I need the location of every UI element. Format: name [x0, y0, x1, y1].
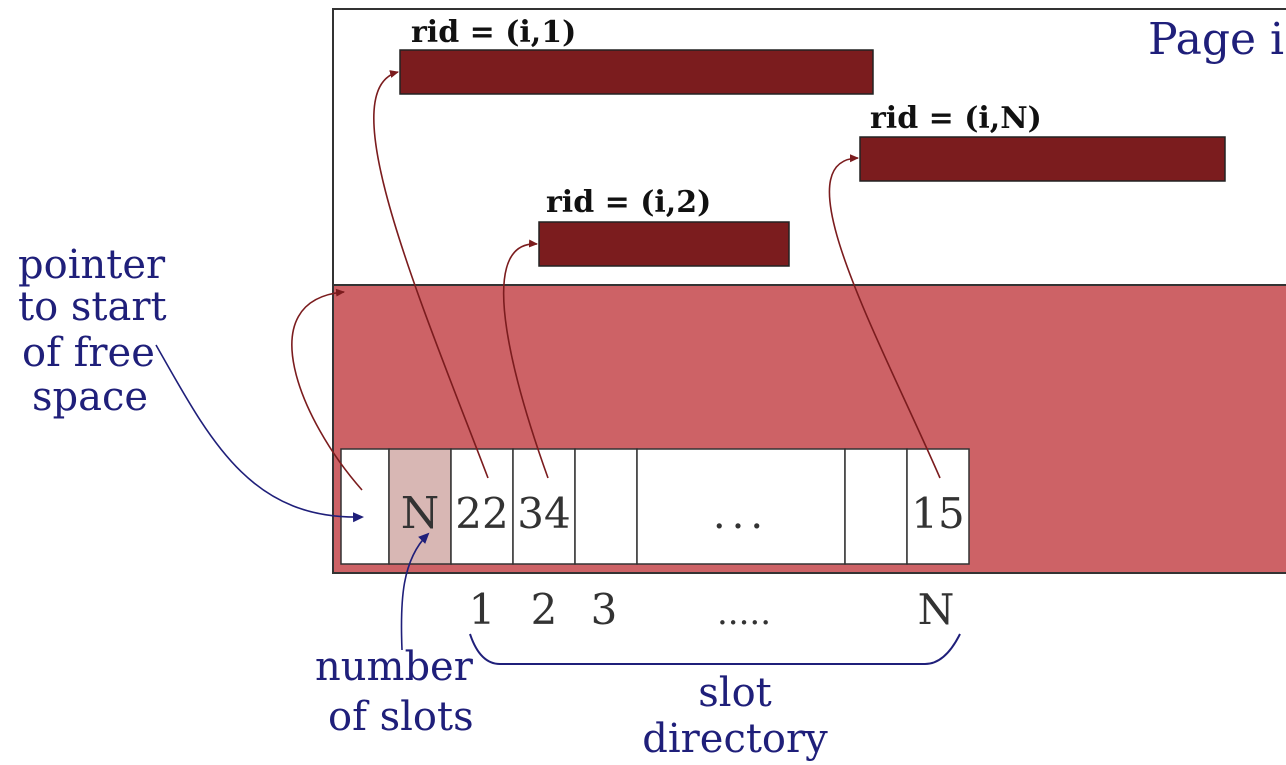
num-slots-annotation-arrow: [400, 532, 430, 651]
free-space-pointer-arrow: [291, 288, 363, 491]
slot-cell-blank: [844, 448, 908, 565]
slot-number-1: 1: [469, 585, 496, 634]
slot-1-pointer-arrow: [373, 70, 489, 479]
slot-directory: N 22 34 ... 15: [340, 448, 970, 565]
num-slots-label-line-1: number: [315, 644, 474, 690]
num-slots-label-line-2: of slots: [328, 694, 474, 740]
free-space-annotation-arrow: [155, 344, 364, 523]
free-space-label-line-3: of free: [22, 330, 155, 376]
slot-ellipsis: ...: [713, 492, 769, 538]
record-1: [399, 49, 874, 95]
slot-number-ellipsis: .....: [717, 593, 771, 633]
page-title: Page i: [1148, 14, 1284, 65]
slot-n-pointer-arrow: [828, 154, 941, 479]
slot-2-pointer-arrow: [502, 239, 549, 479]
slot-cell-1: [450, 448, 514, 565]
free-space-pointer-label: pointer to start of free space: [18, 242, 167, 420]
slot-directory-label-line-1: slot: [698, 670, 771, 716]
record-n: [859, 136, 1226, 182]
slot-directory-label: slot directory: [642, 670, 828, 762]
slot-directory-brace: [469, 633, 961, 665]
number-of-slots-label: number of slots: [315, 644, 474, 740]
slot-cell-3: [574, 448, 638, 565]
slot-number-2: 2: [531, 585, 558, 634]
slot-directory-label-line-2: directory: [642, 716, 828, 762]
slot-n-offset: 15: [911, 489, 964, 538]
free-space-label-line-2: to start: [18, 284, 167, 330]
slot-number-3: 3: [591, 585, 618, 634]
slot-number-n: N: [918, 585, 955, 634]
free-space-label-line-1: pointer: [18, 242, 166, 288]
record-1-label: rid = (i,1): [411, 15, 576, 50]
slot-cell-n: [906, 448, 970, 565]
free-pointer-cell: [340, 448, 390, 565]
slot-1-offset: 22: [455, 489, 508, 538]
slot-2-offset: 34: [517, 489, 570, 538]
num-slots-value: N: [401, 488, 440, 539]
free-space-label-line-4: space: [32, 374, 148, 420]
record-2-label: rid = (i,2): [546, 185, 711, 220]
record-2: [538, 221, 790, 267]
record-n-label: rid = (i,N): [870, 101, 1042, 136]
